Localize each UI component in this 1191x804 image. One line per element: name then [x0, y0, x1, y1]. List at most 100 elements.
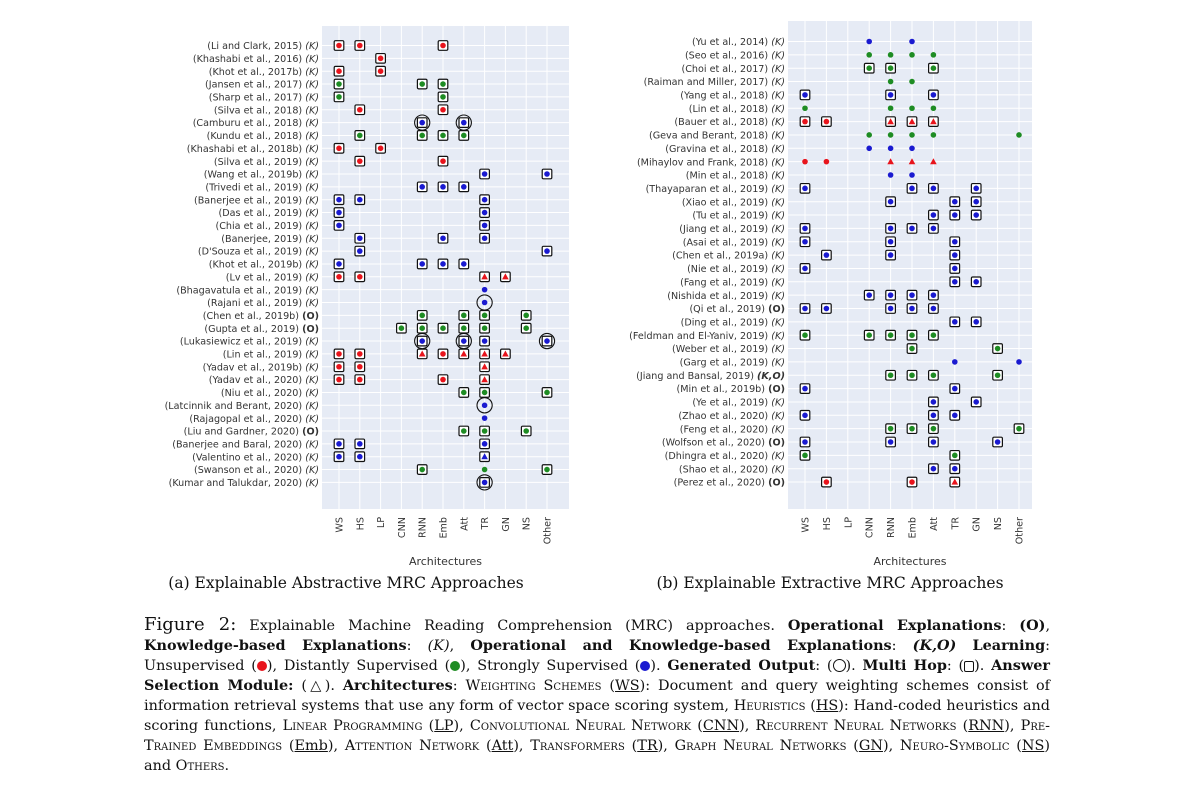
learning-dot: [357, 158, 363, 164]
learning-dot: [481, 402, 488, 409]
paper-name: (Asai et al., 2019): [683, 237, 772, 248]
explanation-code: (K): [771, 184, 785, 195]
learning-dot: [823, 118, 830, 125]
learning-dot: [866, 145, 872, 152]
paper-name: (Shao et al., 2020): [679, 464, 771, 475]
explanation-code: (K): [771, 411, 785, 422]
learning-dot: [909, 345, 915, 352]
learning-dot: [952, 238, 958, 245]
learning-dot: [909, 78, 915, 85]
paper-name: (Gravina et al., 2018): [665, 144, 771, 155]
paper-name: (Perez et al., 2020): [674, 478, 768, 489]
explanation-code: (K): [771, 291, 785, 302]
learning-dot: [909, 38, 915, 45]
learning-dot: [481, 415, 488, 421]
learning-dot: [544, 338, 550, 344]
paper-name: (Chen et al., 2019a): [672, 251, 771, 262]
x-tick-label-rnn: RNN: [418, 517, 429, 538]
learning-dot: [909, 185, 915, 192]
learning-dot: [952, 359, 958, 365]
explanation-code: (K): [771, 104, 785, 115]
explanation-code: (K): [305, 131, 319, 142]
gn-abbr: GN: [858, 738, 883, 754]
learning-dot: [909, 292, 915, 298]
answer-selection-triangle: [418, 350, 426, 357]
learning-dot: [909, 52, 915, 58]
explanation-code: (K): [305, 362, 319, 373]
learning-dot: [930, 305, 937, 312]
learning-dot: [461, 325, 467, 332]
paper-name: (Sharp et al., 2017): [209, 93, 306, 104]
learning-dot: [419, 119, 426, 126]
learning-dot: [357, 106, 363, 113]
paper-name: (Khot et al., 2017b): [209, 67, 306, 78]
learning-dot: [419, 338, 426, 344]
y-tick-label: (Yang et al., 2018) (K): [680, 91, 785, 102]
learning-dot: [336, 68, 342, 74]
learning-dot: [952, 279, 958, 285]
explanation-code: (K): [305, 118, 319, 129]
learning-dot: [909, 479, 915, 485]
learning-dot: [481, 312, 488, 319]
learning-dot: [1016, 425, 1022, 432]
others-name: Others: [175, 758, 225, 774]
learning-dot: [440, 81, 446, 87]
y-tick-label: (Silva et al., 2018) (K): [214, 105, 319, 116]
learning-dot: [909, 132, 915, 138]
y-tick-label: (Min et al., 2018) (K): [686, 171, 785, 182]
learning-dot: [930, 65, 937, 71]
explanation-code: (K): [305, 452, 319, 463]
y-tick-label: (Wolfson et al., 2020) (O): [662, 438, 785, 449]
subcaption-a: (a) Explainable Abstractive MRC Approach…: [168, 574, 524, 592]
learning-dot: [952, 465, 958, 472]
x-tick-label-emb: Emb: [908, 517, 919, 539]
y-tick-label: (Trivedi et al., 2019) (K): [205, 182, 319, 193]
explanation-code: (K): [771, 317, 785, 328]
learning-dot: [440, 261, 446, 267]
learning-dot: [952, 385, 958, 392]
y-tick-label: (Feldman and El-Yaniv, 2019) (K): [629, 331, 785, 342]
y-tick-label: (Fang et al., 2019) (K): [680, 277, 785, 288]
y-tick-label: (Kundu et al., 2018) (K): [207, 131, 319, 142]
learning-dot: [973, 279, 979, 285]
paper-name: (Lin et al., 2019): [223, 350, 306, 361]
paper-name: (Tu et al., 2019): [692, 211, 771, 222]
y-tick-label: (Gravina et al., 2018) (K): [665, 144, 785, 155]
paper-name: (Silva et al., 2018): [214, 105, 305, 116]
learning-dot: [887, 52, 894, 58]
learning-dot: [930, 465, 937, 472]
paper-name: (Gupta et al., 2019): [204, 324, 302, 335]
learning-dot: [802, 105, 808, 112]
answer-selection-triangle: [930, 158, 937, 165]
y-tick-label: (Raiman and Miller, 2017) (K): [644, 77, 785, 88]
learning-dot: [461, 389, 467, 396]
x-tick-label-lp: LP: [843, 517, 854, 528]
learning-dot: [357, 132, 363, 139]
explanation-code: (K): [305, 208, 319, 219]
y-tick-label: (Chen et al., 2019a) (K): [672, 251, 785, 262]
learning-dot: [887, 92, 894, 98]
y-tick-label: (Sharp et al., 2017) (K): [209, 93, 319, 104]
paper-name: (Yang et al., 2018): [680, 91, 771, 102]
paper-name: (Das et al., 2019): [219, 208, 306, 219]
y-tick-label: (Khashabi et al., 2016) (K): [193, 54, 319, 65]
learning-dot: [461, 261, 467, 267]
y-tick-label: (Rajani et al., 2019) (K): [207, 298, 319, 309]
y-tick-label: (Niu et al., 2020) (K): [221, 388, 319, 399]
explanation-code: (K,O): [757, 371, 785, 382]
learning-dot: [481, 338, 488, 344]
y-tick-label: (Das et al., 2019) (K): [219, 208, 319, 219]
learning-dot: [440, 351, 446, 357]
explanation-code: (K): [305, 221, 319, 232]
y-tick-label: (Valentino et al., 2020) (K): [192, 452, 319, 463]
learning-dot: [909, 145, 915, 152]
explanation-code: (K): [771, 157, 785, 168]
y-tick-label: (Chia et al., 2019) (K): [215, 221, 319, 232]
y-tick-label: (Geva and Berant, 2018) (K): [649, 131, 785, 142]
paper-name: (Chen et al., 2019b): [203, 311, 302, 322]
y-tick-label: (Perez et al., 2020) (O): [674, 478, 785, 489]
learning-dot: [336, 261, 342, 267]
y-tick-label: (Banerjee, 2019) (K): [221, 234, 319, 245]
paper-name: (Choi et al., 2017): [681, 64, 771, 75]
triangle-icon: △: [306, 678, 325, 694]
